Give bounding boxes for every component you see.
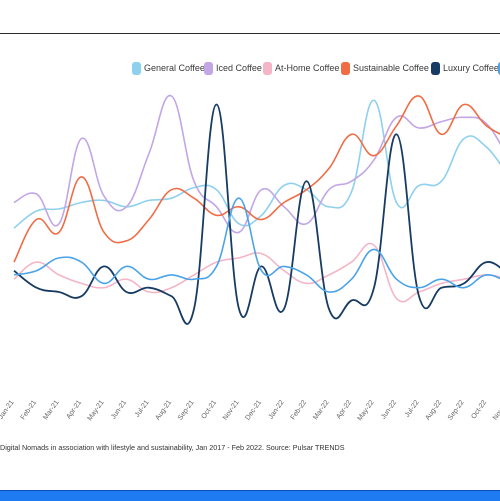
x-tick-label: Nov-21 (222, 399, 241, 422)
chart-legend: General Coffee Iced Coffee At-Home Coffee S… (0, 58, 500, 78)
x-tick-label: Jan-22 (268, 399, 286, 421)
x-tick-label: May-22 (357, 399, 376, 422)
series-line (13, 95, 500, 263)
x-tick-label: Dec-21 (244, 399, 263, 422)
x-tick-label: Aug-22 (424, 399, 443, 422)
x-tick-label: Aug-21 (154, 399, 173, 422)
series-line (13, 99, 500, 229)
x-tick-label: Sep-22 (447, 399, 466, 422)
window-bottom-bar (0, 490, 500, 501)
legend-label: Iced Coffee (216, 63, 262, 73)
x-tick-label: Feb-22 (290, 399, 309, 421)
legend-item[interactable]: Luxury Coffee (431, 58, 499, 78)
x-tick-label: Sep-21 (177, 399, 196, 422)
series-lines (13, 94, 500, 325)
legend-swatch (204, 61, 213, 75)
legend-item[interactable]: General Coffee (132, 58, 205, 78)
x-tick-label: Jul-22 (404, 399, 421, 419)
legend-label: At-Home Coffee (275, 63, 340, 73)
legend-item[interactable]: At-Home Coffee (263, 58, 339, 78)
legend-swatch (498, 61, 500, 75)
x-tick-label: Mar-22 (312, 399, 331, 421)
legend-label: Sustainable Coffee (353, 63, 429, 73)
x-tick-label: Feb-21 (20, 399, 39, 421)
legend-item[interactable]: Sustainable Coffee (341, 58, 429, 78)
window-top-frame (0, 0, 500, 34)
legend-swatch (132, 61, 141, 75)
legend-item[interactable]: Iced Coffee (204, 58, 262, 78)
x-tick-label: Apr-21 (65, 399, 83, 420)
series-line (13, 103, 500, 325)
legend-swatch (263, 61, 272, 75)
x-tick-label: Jul-21 (134, 399, 151, 419)
x-tick-label: Jan-21 (0, 399, 16, 421)
legend-swatch (341, 61, 350, 75)
x-tick-label: Jun-22 (380, 399, 398, 421)
x-tick-label: May-21 (87, 399, 106, 422)
line-chart: Jan-21 Feb-21 Mar-21 Apr-21 May-21 Jun-21 Jul-… (0, 94, 500, 422)
legend-swatch (431, 61, 440, 75)
series-line (13, 242, 500, 303)
legend-label: General Coffee (144, 63, 205, 73)
x-tick-label: Nov-22 (492, 399, 500, 422)
legend-item[interactable] (498, 58, 500, 78)
chart-card: Jan-21 Feb-21 Mar-21 Apr-21 May-21 Jun-21 Jul-… (0, 34, 500, 490)
chart-caption: Digital Nomads in association with lifes… (0, 443, 345, 452)
x-tick-label: Oct-21 (200, 399, 218, 420)
x-tick-label: Mar-21 (42, 399, 61, 421)
legend-label: Luxury Coffee (443, 63, 499, 73)
x-tick-label: Apr-22 (335, 399, 353, 420)
x-tick-label: Oct-22 (470, 399, 488, 420)
x-tick-label: Jun-21 (110, 399, 128, 421)
series-line (13, 197, 500, 293)
series-line (13, 94, 500, 234)
x-axis-ticks: Jan-21 Feb-21 Mar-21 Apr-21 May-21 Jun-21 Jul-… (0, 399, 500, 422)
